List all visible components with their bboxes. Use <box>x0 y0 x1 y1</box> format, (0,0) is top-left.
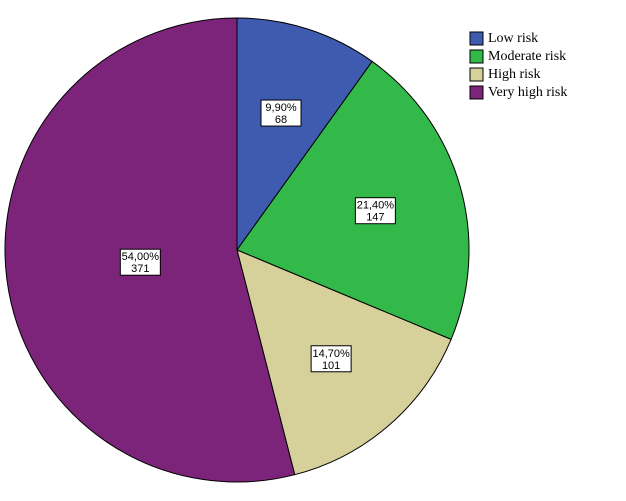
slice-label: 54,00%371 <box>119 248 161 276</box>
label-box <box>260 99 302 127</box>
count-label: 147 <box>366 212 384 224</box>
percent-label: 54,00% <box>122 251 160 263</box>
count-label: 101 <box>322 360 340 372</box>
slice-label: 14,70%101 <box>310 345 352 373</box>
percent-label: 14,70% <box>312 348 350 360</box>
legend-label: Moderate risk <box>488 49 566 64</box>
label-box <box>354 197 396 225</box>
legend-label: Very high risk <box>488 85 567 100</box>
percent-label: 21,40% <box>357 200 395 212</box>
pie-slice <box>236 17 373 252</box>
legend-label: Low risk <box>488 31 538 46</box>
label-box <box>119 248 161 276</box>
legend-swatch <box>469 67 484 82</box>
percent-label: 9,90% <box>265 102 296 114</box>
legend-swatch <box>469 85 484 100</box>
legend-label: High risk <box>488 67 541 82</box>
slice-label: 21,40%147 <box>354 197 396 225</box>
slice-label: 9,90%68 <box>260 99 302 127</box>
pie-slice <box>236 60 470 341</box>
count-label: 68 <box>275 114 287 126</box>
legend-swatch <box>469 49 484 64</box>
label-box <box>310 345 352 373</box>
count-label: 371 <box>131 263 149 275</box>
legend-swatch <box>469 31 484 46</box>
